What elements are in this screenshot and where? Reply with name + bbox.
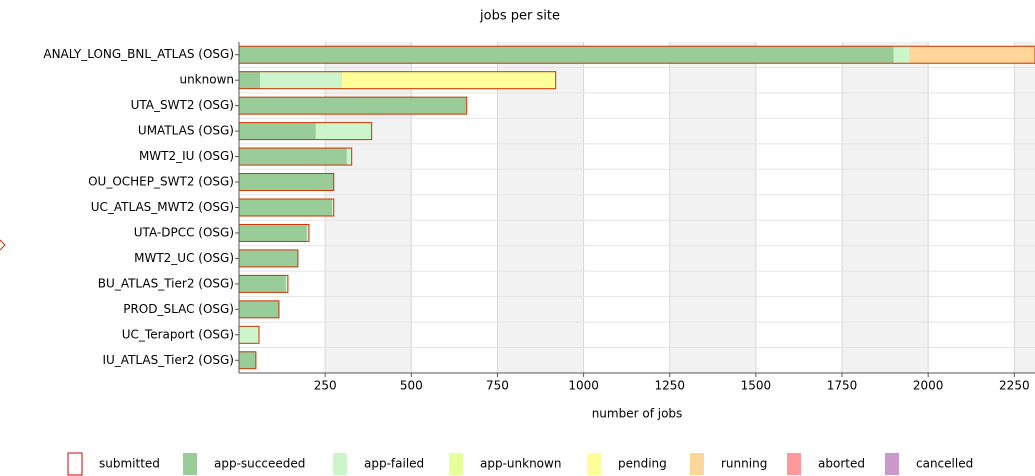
bar-segment bbox=[239, 148, 347, 166]
bar-segment bbox=[239, 351, 256, 369]
legend-label: running bbox=[721, 457, 767, 471]
chart-title: jobs per site bbox=[479, 9, 560, 24]
x-tick-label: 250 bbox=[314, 379, 337, 393]
bar-segment bbox=[306, 224, 309, 242]
bar-segment bbox=[342, 71, 556, 89]
x-tick-label: 2250 bbox=[999, 379, 1030, 393]
submitted-outline bbox=[239, 274, 289, 293]
bar-segment bbox=[239, 300, 279, 318]
y-tick-label: MWT2_IU (OSG) bbox=[139, 149, 234, 163]
legend-label: app-failed bbox=[364, 457, 424, 471]
y-tick-label: ANALY_LONG_BNL_ATLAS (OSG) bbox=[43, 47, 234, 61]
grid-band bbox=[842, 42, 929, 373]
bar-segment bbox=[909, 46, 1035, 64]
legend-swatch bbox=[885, 453, 899, 475]
y-tick-label: UC_Teraport (OSG) bbox=[122, 327, 234, 341]
submitted-outline bbox=[239, 122, 373, 141]
y-tick-label: UTA_SWT2 (OSG) bbox=[131, 98, 234, 112]
bar-segment bbox=[332, 199, 334, 216]
bar-segment bbox=[315, 122, 372, 140]
y-tick-label: IU_ATLAS_Tier2 (OSG) bbox=[102, 353, 234, 367]
submitted-outline bbox=[239, 96, 468, 115]
legend-label: aborted bbox=[818, 457, 865, 471]
y-tick-label: BU_ATLAS_Tier2 (OSG) bbox=[98, 276, 234, 290]
bar-segment bbox=[239, 249, 298, 267]
y-tick-label: UC_ATLAS_MWT2 (OSG) bbox=[91, 200, 234, 214]
bar-segment bbox=[239, 122, 316, 140]
x-tick-label: 1750 bbox=[827, 379, 858, 393]
legend-label: app-unknown bbox=[480, 457, 561, 471]
grid-band bbox=[497, 42, 584, 373]
submitted-outline bbox=[239, 249, 299, 268]
legend-swatch bbox=[333, 453, 347, 475]
legend-swatch bbox=[449, 453, 463, 475]
y-tick-label: unknown bbox=[179, 73, 234, 87]
bar-segment bbox=[239, 173, 334, 191]
bar-segment bbox=[239, 326, 259, 344]
legend-swatch bbox=[183, 453, 197, 475]
y-tick-label: OU_OCHEP_SWT2 (OSG) bbox=[88, 175, 234, 189]
grid-band bbox=[1014, 42, 1035, 373]
legend-swatch bbox=[587, 453, 601, 475]
bars bbox=[239, 45, 1035, 370]
submitted-outline bbox=[239, 223, 310, 242]
x-tick-label: 500 bbox=[400, 379, 423, 393]
y-tick-label: MWT2_UC (OSG) bbox=[134, 251, 234, 265]
bar-segment bbox=[239, 97, 467, 115]
submitted-outline bbox=[239, 147, 353, 166]
bar-segment bbox=[239, 199, 333, 216]
marker bbox=[0, 239, 6, 251]
submitted-outline bbox=[239, 351, 257, 370]
y-tick-label: UMATLAS (OSG) bbox=[138, 124, 234, 138]
legend-swatch bbox=[690, 453, 704, 475]
x-tick-label: 750 bbox=[486, 379, 509, 393]
submitted-outline bbox=[239, 325, 260, 344]
submitted-outline bbox=[239, 198, 335, 217]
legend-label: app-succeeded bbox=[214, 457, 305, 471]
grid-band bbox=[325, 42, 412, 373]
x-tick-label: 1000 bbox=[568, 379, 599, 393]
bar-segment bbox=[239, 71, 261, 89]
bar-segment bbox=[285, 275, 288, 293]
bar-segment bbox=[893, 46, 910, 64]
x-tick-label: 1500 bbox=[741, 379, 772, 393]
x-tick-label: 1250 bbox=[654, 379, 685, 393]
legend-label: submitted bbox=[99, 457, 160, 471]
legend-label: cancelled bbox=[916, 457, 973, 471]
bar-segment bbox=[260, 71, 343, 89]
y-tick-label: UTA-DPCC (OSG) bbox=[134, 225, 234, 239]
submitted-outline bbox=[239, 300, 280, 319]
bar-segment bbox=[239, 275, 286, 293]
y-tick-label: PROD_SLAC (OSG) bbox=[123, 302, 234, 316]
x-tick-label: 2000 bbox=[913, 379, 944, 393]
grid-band bbox=[669, 42, 756, 373]
legend-swatch bbox=[67, 452, 83, 476]
legend-label: pending bbox=[618, 457, 667, 471]
submitted-outline bbox=[239, 173, 335, 192]
submitted-outline bbox=[239, 71, 557, 90]
bar-segment bbox=[346, 148, 352, 166]
bar-segment bbox=[239, 224, 307, 242]
legend-swatch bbox=[787, 453, 801, 475]
submitted-outline bbox=[239, 45, 1035, 64]
x-axis-label: number of jobs bbox=[592, 407, 683, 421]
bar-segment bbox=[239, 46, 894, 64]
